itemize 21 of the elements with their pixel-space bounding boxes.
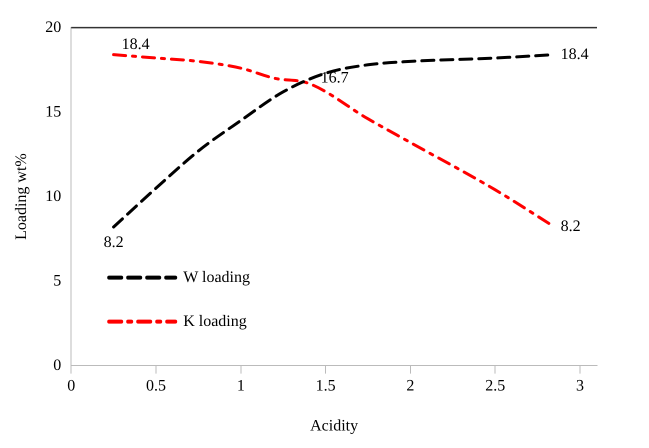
data-label: 8.2: [104, 234, 124, 252]
x-tick-label: 1.5: [316, 377, 336, 394]
x-tick-label: 1: [236, 377, 245, 394]
x-tick-label: 3: [576, 377, 584, 394]
data-label: 18.4: [122, 36, 150, 53]
x-tick-label: 2.5: [485, 377, 506, 394]
data-label: 8.2: [560, 218, 581, 236]
legend-label: W loading: [183, 268, 250, 286]
y-tick-label: 5: [53, 272, 62, 290]
y-tick-label: 10: [45, 188, 62, 205]
x-axis-title: Acidity: [310, 418, 358, 435]
x-tick-label: 0.5: [146, 377, 166, 394]
data-label: 16.7: [320, 70, 349, 87]
y-axis-title: Loading wt%: [12, 153, 30, 240]
y-tick-label: 0: [53, 356, 62, 374]
x-tick-label: 0: [67, 377, 76, 394]
y-tick-label: 15: [45, 103, 62, 120]
x-tick-label: 2: [406, 377, 414, 394]
data-label: 18.4: [560, 46, 589, 63]
legend-label: K loading: [183, 312, 247, 330]
y-tick-label: 20: [45, 18, 62, 36]
